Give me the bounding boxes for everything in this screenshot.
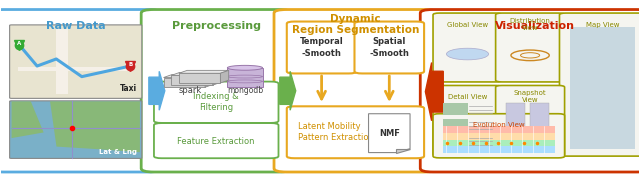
Text: B: B bbox=[128, 62, 132, 67]
FancyBboxPatch shape bbox=[433, 114, 564, 158]
Circle shape bbox=[447, 48, 488, 60]
FancyBboxPatch shape bbox=[179, 73, 220, 83]
FancyBboxPatch shape bbox=[10, 101, 142, 158]
FancyBboxPatch shape bbox=[141, 10, 291, 172]
Text: Lat & Lng: Lat & Lng bbox=[99, 149, 138, 155]
Polygon shape bbox=[12, 101, 44, 138]
FancyBboxPatch shape bbox=[287, 22, 356, 74]
Text: spark: spark bbox=[179, 86, 202, 95]
Text: Indexing &
Filtering: Indexing & Filtering bbox=[193, 92, 239, 112]
Polygon shape bbox=[205, 75, 213, 87]
FancyBboxPatch shape bbox=[172, 75, 212, 85]
FancyBboxPatch shape bbox=[154, 82, 278, 123]
Text: Feature Extraction: Feature Extraction bbox=[177, 137, 255, 146]
Polygon shape bbox=[149, 71, 165, 110]
Text: Distribution
View: Distribution View bbox=[509, 18, 550, 31]
Polygon shape bbox=[179, 70, 228, 73]
Polygon shape bbox=[396, 149, 410, 153]
Text: Map View: Map View bbox=[586, 22, 620, 28]
FancyBboxPatch shape bbox=[433, 13, 502, 82]
Text: NMF: NMF bbox=[379, 129, 400, 138]
FancyBboxPatch shape bbox=[355, 22, 424, 74]
Text: Preprocessing: Preprocessing bbox=[172, 21, 260, 31]
FancyBboxPatch shape bbox=[495, 13, 564, 82]
FancyBboxPatch shape bbox=[443, 133, 555, 140]
Polygon shape bbox=[280, 71, 296, 110]
Text: Detail View: Detail View bbox=[448, 94, 487, 100]
Polygon shape bbox=[172, 72, 221, 75]
Text: Global View: Global View bbox=[447, 22, 488, 28]
FancyBboxPatch shape bbox=[420, 10, 640, 172]
Polygon shape bbox=[426, 62, 444, 121]
Text: Temporal
-Smooth: Temporal -Smooth bbox=[300, 37, 344, 57]
FancyBboxPatch shape bbox=[443, 103, 468, 116]
FancyBboxPatch shape bbox=[18, 67, 134, 71]
FancyBboxPatch shape bbox=[530, 103, 549, 147]
Polygon shape bbox=[164, 75, 213, 78]
FancyBboxPatch shape bbox=[559, 13, 640, 156]
FancyBboxPatch shape bbox=[443, 126, 555, 133]
FancyBboxPatch shape bbox=[0, 10, 161, 172]
FancyBboxPatch shape bbox=[10, 25, 142, 98]
Text: Visualization: Visualization bbox=[495, 21, 575, 31]
FancyBboxPatch shape bbox=[433, 85, 502, 156]
FancyBboxPatch shape bbox=[164, 78, 205, 87]
FancyBboxPatch shape bbox=[443, 140, 555, 146]
FancyBboxPatch shape bbox=[443, 135, 468, 147]
FancyBboxPatch shape bbox=[495, 85, 564, 156]
Text: Evolution View: Evolution View bbox=[473, 122, 525, 128]
FancyBboxPatch shape bbox=[56, 29, 68, 94]
FancyBboxPatch shape bbox=[443, 146, 555, 153]
Polygon shape bbox=[212, 72, 221, 85]
Text: Snapshot
View: Snapshot View bbox=[514, 90, 547, 103]
Text: Raw Data: Raw Data bbox=[46, 21, 106, 31]
Text: mongodb: mongodb bbox=[227, 86, 263, 95]
FancyBboxPatch shape bbox=[570, 27, 636, 149]
Polygon shape bbox=[220, 70, 228, 83]
FancyBboxPatch shape bbox=[443, 119, 468, 131]
FancyBboxPatch shape bbox=[274, 10, 437, 172]
Polygon shape bbox=[369, 114, 410, 153]
Text: Spatial
-Smooth: Spatial -Smooth bbox=[369, 37, 409, 57]
Text: Taxi: Taxi bbox=[120, 84, 138, 93]
Text: A: A bbox=[17, 41, 21, 46]
Polygon shape bbox=[50, 101, 140, 152]
Text: Dynamic
Region Segmentation: Dynamic Region Segmentation bbox=[292, 14, 419, 35]
FancyBboxPatch shape bbox=[506, 103, 525, 147]
FancyBboxPatch shape bbox=[154, 123, 278, 158]
FancyBboxPatch shape bbox=[227, 68, 262, 87]
Ellipse shape bbox=[227, 65, 262, 70]
Text: Latent Mobility
Pattern Extraction: Latent Mobility Pattern Extraction bbox=[298, 122, 374, 142]
FancyBboxPatch shape bbox=[287, 106, 424, 158]
